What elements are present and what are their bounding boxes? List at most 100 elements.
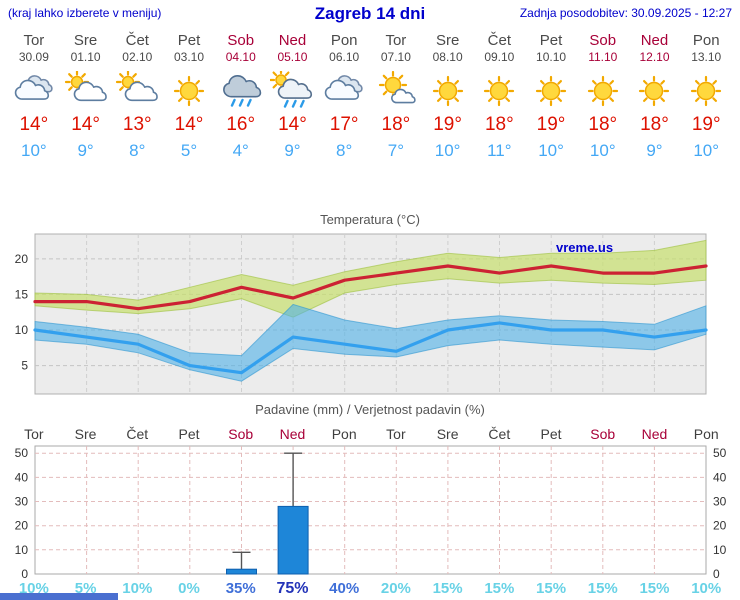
- svg-text:50: 50: [713, 446, 727, 460]
- precip-day-label: Pon: [331, 426, 357, 442]
- bottom-strip: [0, 593, 118, 600]
- last-update-label: Zadnja posodobitev: 30.09.2025 - 12:27: [519, 6, 732, 20]
- sunny-icon: [484, 75, 515, 107]
- day-low-temp: 10°: [434, 141, 461, 160]
- day-low-temp: 4°: [232, 141, 249, 160]
- day-name-label: Čet: [487, 32, 511, 49]
- svg-text:vreme.us: vreme.us: [556, 240, 613, 255]
- svg-text:10: 10: [713, 543, 727, 557]
- day-cell[interactable]: Pon 13.10 19° 10°: [680, 32, 732, 161]
- day-high-temp: 19°: [536, 114, 566, 135]
- day-low-temp: 5°: [180, 141, 198, 160]
- day-date-label: 12.10: [639, 50, 670, 64]
- svg-text:30: 30: [15, 495, 29, 509]
- day-cell[interactable]: Ned 05.10 14° 9°: [267, 32, 319, 161]
- partly-cloudy-icon: [64, 71, 107, 102]
- precip-probability-label: 35%: [225, 580, 256, 597]
- precip-day-labels-row: Tor Sre Čet Pet Sob Ned Pon Tor Sre Čet Pet Sob Ned P…: [8, 426, 732, 442]
- day-high-temp: 18°: [640, 114, 669, 135]
- precip-day-label: Tor: [386, 426, 406, 442]
- precip-day-label: Čet: [488, 426, 511, 442]
- day-cell[interactable]: Čet 09.10 18° 11°: [473, 32, 525, 161]
- day-high-temp: 19°: [691, 114, 721, 135]
- day-low-temp: 9°: [284, 141, 301, 160]
- precip-day-label: Čet: [126, 426, 149, 442]
- day-cell[interactable]: Ned 12.10 18° 9°: [629, 32, 681, 161]
- precip-probability-label: 40%: [329, 580, 360, 597]
- svg-text:40: 40: [15, 470, 29, 484]
- sunny-icon: [587, 75, 618, 107]
- cloudy-icon: [324, 75, 363, 100]
- day-high-temp: 18°: [381, 114, 411, 135]
- precip-chart-title: Padavine (mm) / Verjetnost padavin (%): [255, 402, 485, 417]
- day-high-temp: 19°: [433, 114, 462, 135]
- day-high-temp: 14°: [71, 114, 100, 135]
- cloudy-icon: [14, 75, 53, 100]
- mostly-sunny-icon: [378, 71, 416, 104]
- day-name-label: Sre: [435, 32, 460, 49]
- svg-text:20: 20: [15, 252, 29, 266]
- sunny-icon: [639, 75, 670, 107]
- day-high-temp: 14°: [19, 114, 49, 135]
- svg-text:20: 20: [15, 519, 29, 533]
- precip-probability-label: 0%: [178, 580, 200, 597]
- precip-day-label: Sre: [436, 426, 459, 442]
- svg-text:40: 40: [713, 470, 727, 484]
- precip-probability-label: 10%: [18, 580, 49, 597]
- precip-probability-label: 15%: [484, 580, 515, 597]
- day-date-label: 09.10: [484, 50, 515, 64]
- precip-probability-label: 5%: [74, 580, 97, 597]
- day-cell[interactable]: Pon 06.10 17° 8°: [318, 32, 370, 161]
- day-date-label: 07.10: [380, 50, 411, 64]
- precip-day-label: Sob: [590, 426, 616, 442]
- svg-text:10: 10: [15, 543, 29, 557]
- precip-probability-label: 10%: [691, 580, 722, 597]
- day-cell[interactable]: Sob 11.10 18° 10°: [577, 32, 629, 161]
- temperature-chart: 5 10 15 20 vreme.us: [15, 233, 708, 395]
- day-date-label: 04.10: [225, 50, 256, 64]
- day-cell[interactable]: Čet 02.10 13° 8°: [111, 32, 163, 161]
- svg-text:15: 15: [15, 287, 29, 301]
- precip-day-label: Pet: [178, 426, 200, 442]
- day-name-label: Sob: [589, 32, 617, 49]
- day-date-label: 13.10: [691, 50, 722, 64]
- day-cell[interactable]: Tor 30.09 14° 10°: [8, 32, 60, 161]
- precip-probability-label: 15%: [587, 580, 618, 597]
- day-name-label: Tor: [385, 32, 407, 49]
- day-name-label: Pet: [177, 32, 201, 49]
- partly-cloudy-icon: [116, 71, 159, 102]
- day-date-label: 08.10: [432, 50, 463, 64]
- precip-probability-row: 10% 5% 10% 0% 35% 75% 40% 20% 15% 15% 15% 15% 15% 10%: [8, 580, 732, 598]
- day-cell[interactable]: Sre 08.10 19° 10°: [422, 32, 474, 161]
- precip-day-label: Tor: [24, 426, 44, 442]
- precip-probability-label: 10%: [122, 580, 153, 597]
- precip-probability-label: 20%: [380, 580, 411, 597]
- day-name-label: Tor: [23, 32, 45, 49]
- day-date-label: 03.10: [174, 50, 205, 64]
- day-cell[interactable]: Tor 07.10 18° 7°: [370, 32, 422, 161]
- day-low-temp: 9°: [77, 141, 94, 160]
- precip-probability-label: 75%: [276, 580, 309, 597]
- day-high-temp: 18°: [484, 114, 514, 135]
- day-high-temp: 13°: [122, 114, 152, 135]
- day-high-temp: 14°: [174, 114, 204, 135]
- day-date-label: 11.10: [588, 50, 618, 64]
- day-cell[interactable]: Sre 01.10 14° 9°: [60, 32, 112, 161]
- precip-day-label: Pon: [693, 426, 719, 442]
- day-name-label: Ned: [640, 32, 669, 49]
- precip-probability-label: 15%: [536, 580, 567, 597]
- svg-text:0: 0: [21, 567, 28, 581]
- day-cell[interactable]: Sob 04.10 16° 4°: [215, 32, 267, 161]
- day-high-temp: 17°: [329, 114, 359, 135]
- location-menu-hint[interactable]: (kraj lahko izberete v meniju): [8, 6, 162, 20]
- day-cell[interactable]: Pet 10.10 19° 10°: [525, 32, 577, 161]
- day-cell[interactable]: Pet 03.10 14° 5°: [163, 32, 215, 161]
- sunny-icon: [691, 75, 722, 107]
- day-date-label: 06.10: [329, 50, 360, 64]
- day-low-temp: 10°: [538, 141, 564, 160]
- precip-day-label: Ned: [279, 426, 306, 442]
- sunny-icon: [535, 75, 567, 107]
- precip-day-label: Sob: [228, 426, 254, 442]
- day-date-label: 01.10: [70, 50, 101, 64]
